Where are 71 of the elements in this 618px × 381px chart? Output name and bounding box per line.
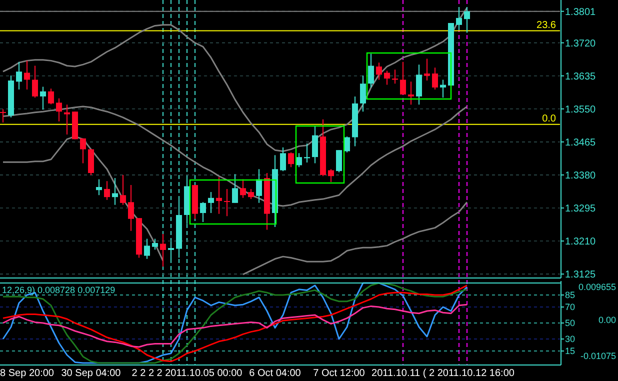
candlestick <box>160 234 166 268</box>
candlestick <box>0 108 6 123</box>
line-series <box>2 304 468 348</box>
x-tick-label: 2011.10.11 ( 2 2011.10.12 16:00 <box>372 368 515 379</box>
candlestick <box>312 126 318 164</box>
y-tick-label: 1.3210 <box>565 236 596 248</box>
candlestick <box>432 67 438 90</box>
y-tick-label: 1.3295 <box>565 203 596 214</box>
candlestick <box>464 6 470 34</box>
candlestick <box>280 146 286 172</box>
candlestick <box>288 152 294 168</box>
candlestick <box>56 98 62 122</box>
x-tick-label: 30 Sep 04:00 <box>61 368 122 379</box>
y-tick-label: 1.3125 <box>565 270 596 281</box>
y-tick-label: 1.3550 <box>565 104 596 116</box>
candlestick <box>360 74 366 112</box>
y-tick-label: 30 <box>565 334 576 344</box>
x-tick-label: 8 Sep 20:00 <box>0 368 54 379</box>
candlestick <box>256 168 262 204</box>
candlestick <box>328 168 334 182</box>
candlestick <box>208 192 214 214</box>
candlestick <box>368 53 374 88</box>
y-tick-label: 85 <box>565 290 576 300</box>
candlestick <box>104 180 110 200</box>
candlestick <box>400 61 406 95</box>
candlestick <box>88 148 94 176</box>
annotation: 12,26,9) 0.008728 0.007129 <box>2 285 116 295</box>
candlestick <box>440 79 446 98</box>
x-tick-label: 2 2 2 2 2011.10.05 00:00 <box>132 368 243 379</box>
y-tick-label: 1.3720 <box>565 38 596 50</box>
text: 0.00 <box>598 315 616 326</box>
y-tick-label: 1.3465 <box>565 137 596 148</box>
candlestick <box>120 174 126 206</box>
candlestick <box>336 150 342 173</box>
candlestick <box>240 178 246 198</box>
candlestick <box>48 88 54 105</box>
candlestick <box>408 81 414 106</box>
x-tick-label: 6 Oct 04:00 <box>249 368 302 379</box>
text: -0.01075 <box>580 351 616 362</box>
y-tick-label: 1.3380 <box>565 170 596 182</box>
candlestick <box>248 188 254 200</box>
x-tick-label: 7 Oct 12:00 <box>313 368 366 379</box>
y-tick-label: 70 <box>565 302 576 312</box>
candlestick <box>296 152 302 168</box>
candlestick <box>384 70 390 86</box>
candlestick <box>456 6 462 30</box>
candlestick <box>416 64 422 106</box>
candlestick <box>128 184 134 232</box>
annotation: 0.0 <box>542 113 556 124</box>
candlestick <box>144 238 150 260</box>
y-tick-label: 1.3801 <box>565 6 596 18</box>
candlestick <box>112 178 118 206</box>
annotation: 23.6 <box>536 20 556 31</box>
candlestick <box>32 65 38 98</box>
y-tick-label: 1.3635 <box>565 71 596 82</box>
candlestick <box>80 138 86 164</box>
candlestick <box>424 58 430 82</box>
candlestick <box>216 176 222 214</box>
text: 0.009655 <box>578 282 616 292</box>
candlestick <box>24 60 30 90</box>
candlestick <box>224 188 230 217</box>
candlestick <box>16 61 22 90</box>
candlestick <box>96 178 102 196</box>
candlestick <box>152 238 158 250</box>
y-tick-label: 50 <box>565 318 576 328</box>
candlestick <box>376 62 382 80</box>
candlestick <box>40 86 46 110</box>
y-tick-label: 15 <box>565 346 576 356</box>
candlestick <box>64 104 70 136</box>
candlestick <box>200 202 206 222</box>
candlestick <box>232 174 238 204</box>
